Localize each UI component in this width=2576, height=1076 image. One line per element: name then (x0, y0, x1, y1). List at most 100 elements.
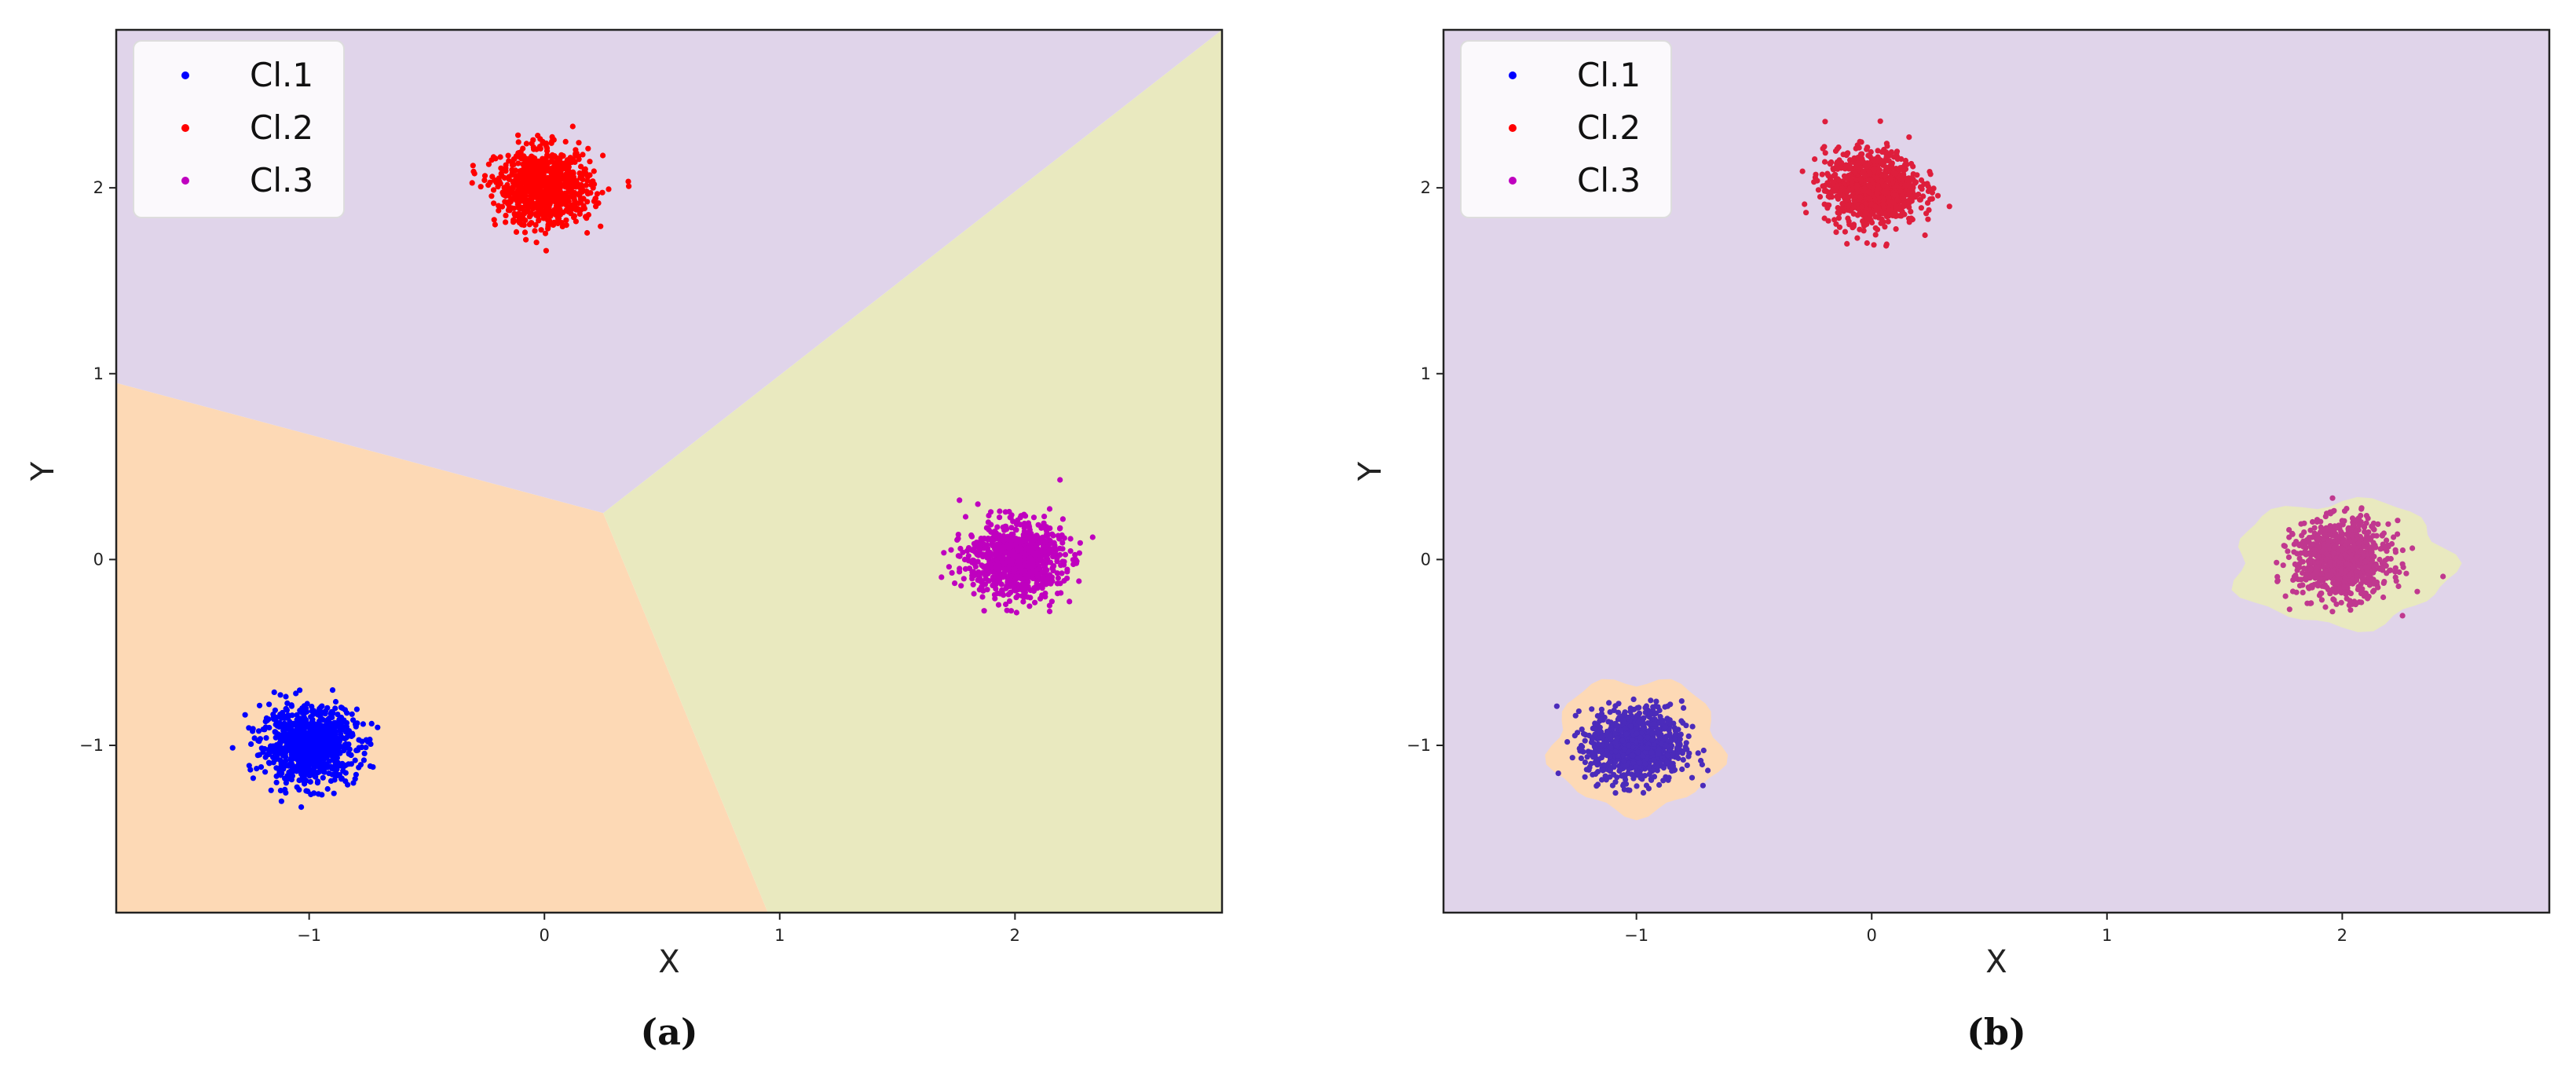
data-point (322, 727, 328, 734)
data-point (971, 591, 977, 597)
data-point (302, 757, 309, 763)
data-point (585, 145, 591, 152)
data-point (2274, 559, 2280, 565)
data-point (576, 200, 582, 207)
data-point (297, 687, 303, 694)
data-point (510, 195, 517, 202)
data-point (1037, 537, 1043, 544)
data-point (1612, 730, 1619, 737)
data-point (1637, 759, 1643, 766)
data-point (1612, 703, 1619, 709)
data-point (1918, 177, 1925, 183)
data-point (1826, 182, 1832, 188)
data-point (578, 163, 584, 170)
data-point (332, 772, 338, 778)
data-point (1667, 717, 1673, 723)
data-point (271, 689, 277, 696)
data-point (1017, 568, 1023, 575)
data-point (1837, 192, 1843, 198)
data-point (287, 723, 293, 729)
data-point (955, 536, 961, 542)
data-point (2395, 518, 2401, 524)
data-point (1595, 741, 1601, 747)
data-point (1651, 757, 1657, 763)
data-point (553, 164, 559, 170)
data-point (1821, 159, 1828, 165)
data-point (1799, 168, 1806, 174)
data-point (1614, 774, 1620, 781)
data-point (1854, 159, 1861, 166)
data-point (1858, 139, 1864, 145)
data-point (1659, 719, 1665, 725)
data-point (1042, 538, 1048, 544)
data-point (503, 168, 509, 174)
data-point (318, 731, 324, 737)
data-point (1845, 215, 1851, 221)
data-point (1873, 206, 1879, 212)
data-point (583, 214, 589, 220)
data-point (1576, 745, 1583, 752)
data-point (284, 739, 291, 745)
data-point (248, 741, 254, 748)
legend-entry-cl3-a: Cl.3 (250, 161, 313, 199)
data-point (1025, 579, 1031, 585)
data-point (997, 550, 1003, 557)
data-point (1705, 767, 1711, 774)
data-point (356, 764, 362, 770)
data-point (1656, 746, 1663, 752)
data-point (1927, 169, 1933, 175)
data-point (360, 721, 366, 727)
data-point (981, 608, 987, 614)
data-point (338, 730, 344, 737)
data-point (293, 752, 299, 759)
data-point (1623, 777, 1629, 783)
data-point (1857, 226, 1863, 232)
data-point (501, 174, 508, 181)
data-point (1634, 783, 1640, 789)
data-point (521, 229, 529, 236)
data-point (514, 189, 520, 196)
data-point (1067, 548, 1074, 554)
data-point (986, 578, 992, 584)
data-point (558, 181, 564, 188)
data-point (532, 221, 539, 228)
series-cl1-a (229, 687, 381, 811)
data-point (1666, 774, 1672, 781)
data-point (1839, 159, 1845, 166)
data-point (1892, 209, 1898, 215)
data-point (283, 780, 289, 786)
data-point (962, 514, 969, 520)
data-point (1622, 709, 1628, 716)
data-point (298, 736, 304, 742)
data-point (520, 156, 526, 162)
data-point (1634, 755, 1641, 761)
data-point (588, 179, 595, 185)
data-point (1592, 726, 1598, 732)
data-point (1893, 170, 1899, 177)
data-point (547, 208, 554, 214)
data-point (1920, 193, 1927, 199)
data-point (492, 221, 499, 228)
data-point (1857, 210, 1863, 217)
data-point (1555, 770, 1561, 777)
data-point (1658, 741, 1664, 747)
data-point (1553, 703, 1560, 709)
data-point (2338, 599, 2344, 606)
data-point (1871, 242, 1877, 248)
data-point (331, 756, 338, 762)
data-point (1017, 522, 1023, 528)
data-point (481, 177, 488, 183)
data-point (1620, 717, 1626, 723)
data-point (991, 591, 998, 598)
data-point (1654, 763, 1660, 770)
data-point (1569, 755, 1575, 761)
data-point (537, 203, 543, 209)
data-point (1046, 608, 1053, 615)
data-point (955, 553, 961, 559)
data-point (315, 791, 322, 797)
data-point (1840, 152, 1846, 158)
data-point (1054, 558, 1060, 565)
data-point (1833, 229, 1839, 236)
data-point (1914, 172, 1920, 178)
data-point (2414, 588, 2420, 595)
